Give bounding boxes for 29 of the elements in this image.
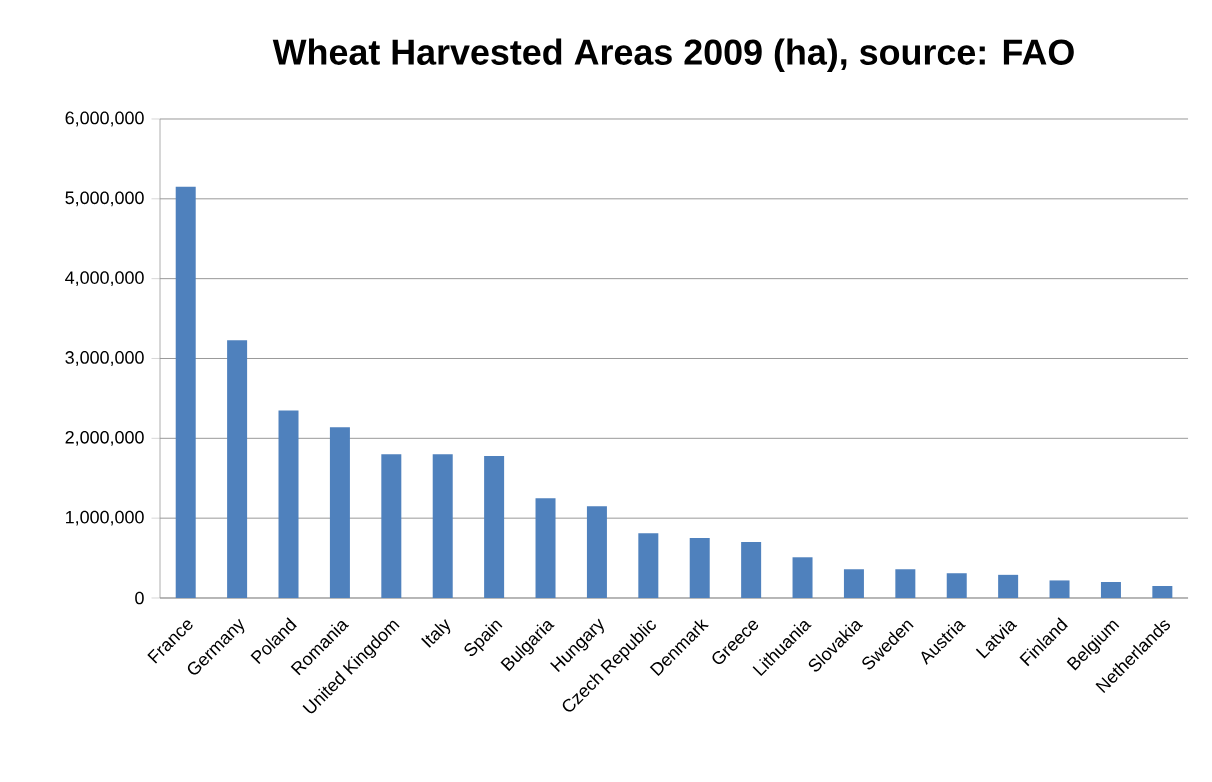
bar bbox=[175, 186, 196, 598]
y-tick-label: 2,000,000 bbox=[65, 430, 144, 446]
bar bbox=[638, 533, 659, 598]
bar bbox=[432, 454, 453, 598]
bar bbox=[1100, 582, 1121, 598]
bar bbox=[484, 455, 505, 598]
bar bbox=[586, 506, 607, 598]
bar bbox=[535, 498, 556, 598]
bar bbox=[1049, 580, 1070, 598]
bar bbox=[278, 410, 299, 598]
bar bbox=[946, 573, 967, 598]
chart-title: Wheat Harvested Areas 2009 (ha), source: FAO bbox=[272, 38, 1074, 72]
bar bbox=[741, 542, 762, 598]
bar bbox=[329, 427, 350, 598]
bar bbox=[227, 340, 248, 598]
y-tick-label: 4,000,000 bbox=[65, 271, 144, 287]
y-tick-label: 1,000,000 bbox=[66, 510, 144, 526]
x-tick-label: Italy bbox=[421, 618, 451, 648]
y-tick-label: 3,000,000 bbox=[65, 351, 144, 366]
bar bbox=[998, 574, 1019, 598]
bar bbox=[895, 569, 916, 598]
y-tick-label: 6,000,000 bbox=[65, 111, 144, 127]
y-tick-label: 0 bbox=[135, 591, 144, 605]
bar bbox=[843, 569, 864, 598]
bar bbox=[689, 538, 710, 598]
bar bbox=[381, 454, 402, 598]
bar bbox=[792, 557, 813, 598]
bar bbox=[1152, 586, 1173, 598]
y-tick-label: 5,000,000 bbox=[65, 191, 144, 207]
